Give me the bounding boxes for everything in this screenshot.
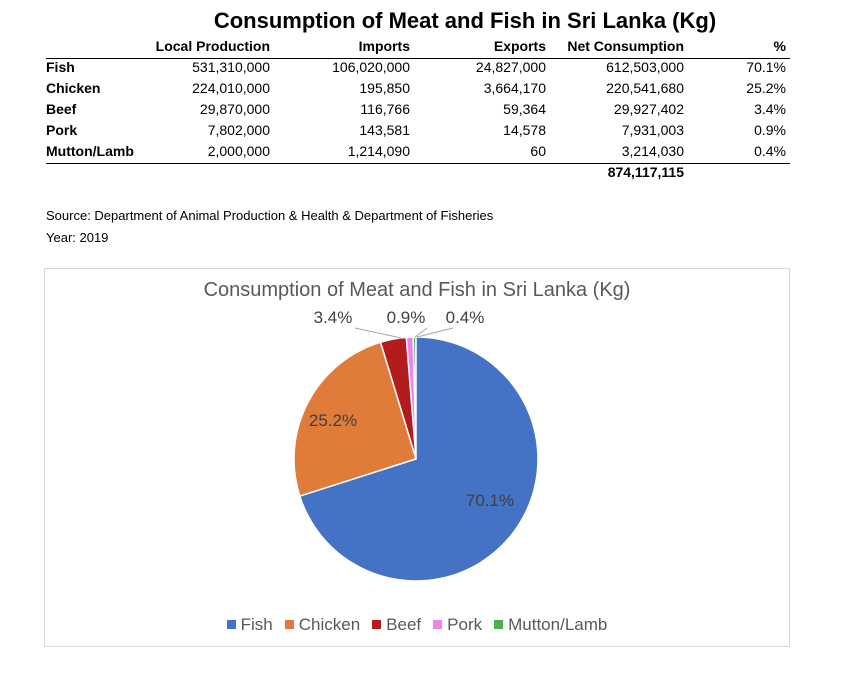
cell-imports: 195,850 [359, 80, 410, 96]
legend-item: Chicken [284, 615, 361, 635]
cell-imports: 106,020,000 [332, 59, 410, 75]
legend-item: Fish [226, 615, 273, 635]
cell-pct: 25.2% [746, 80, 786, 96]
row-name: Beef [46, 101, 77, 117]
legend-swatch [372, 620, 382, 629]
cell-exports: 60 [530, 143, 546, 159]
chart-title: Consumption of Meat and Fish in Sri Lank… [203, 279, 631, 301]
cell-exports: 59,364 [503, 101, 546, 117]
legend-label: Fish [240, 615, 273, 634]
legend-item: Mutton/Lamb [494, 615, 607, 635]
pie-chart: Consumption of Meat and Fish in Sri Lank… [44, 268, 790, 647]
legend-label: Beef [386, 615, 422, 634]
pie-slice-chicken [293, 341, 417, 498]
leader-line-beef [354, 327, 402, 339]
cell-imports: 1,214,090 [347, 143, 410, 159]
cell-exports: 14,578 [503, 122, 546, 138]
data-label-beef: 3.4% [314, 308, 353, 327]
table-header-row: Local Production Imports Exports Net Con… [46, 38, 790, 59]
header-exports: Exports [493, 38, 546, 54]
header-percent: % [773, 38, 786, 54]
cell-local: 224,010,000 [192, 80, 270, 96]
legend-swatch [494, 620, 504, 629]
cell-local: 2,000,000 [207, 143, 270, 159]
data-label-mutton-lamb: 0.4% [446, 308, 485, 327]
table-row: Mutton/Lamb 2,000,000 1,214,090 60 3,214… [46, 143, 790, 164]
row-name: Mutton/Lamb [46, 143, 134, 159]
cell-local: 7,802,000 [207, 122, 270, 138]
cell-exports: 3,664,170 [483, 80, 546, 96]
pie-slice-fish [298, 336, 539, 582]
row-name: Fish [46, 59, 75, 75]
data-label-chicken: 25.2% [309, 411, 357, 430]
total-row: 874,117,115 [46, 164, 790, 185]
header-divider [46, 58, 790, 59]
legend-label: Pork [447, 615, 483, 634]
leader-line-mutton-lamb [416, 327, 454, 338]
legend-swatch [284, 620, 294, 629]
cell-pct: 0.4% [754, 143, 786, 159]
table-row: Beef 29,870,000 116,766 59,364 29,927,40… [46, 101, 790, 122]
table-row: Chicken 224,010,000 195,850 3,664,170 22… [46, 80, 790, 101]
cell-imports: 143,581 [359, 122, 410, 138]
cell-pct: 0.9% [754, 122, 786, 138]
table-row: Fish 531,310,000 106,020,000 24,827,000 … [46, 59, 790, 80]
cell-pct: 70.1% [746, 59, 786, 75]
data-label-fish: 70.1% [466, 491, 514, 510]
table-row: Pork 7,802,000 143,581 14,578 7,931,003 … [46, 122, 790, 143]
cell-local: 531,310,000 [192, 59, 270, 75]
cell-pct: 3.4% [754, 101, 786, 117]
source-note: Source: Department of Animal Production … [46, 208, 494, 223]
row-name: Chicken [46, 80, 101, 96]
legend-label: Chicken [298, 615, 361, 634]
legend-item: Pork [433, 615, 482, 635]
pie-plot-area: 0.4% 0.9% 3.4% 25.2% 70.1% [293, 308, 539, 582]
data-label-pork: 0.9% [387, 308, 426, 327]
cell-imports: 116,766 [360, 101, 410, 117]
cell-local: 29,870,000 [199, 101, 270, 117]
total-divider [46, 163, 790, 164]
header-local-production: Local Production [155, 38, 270, 54]
cell-net: 29,927,402 [613, 101, 684, 117]
cell-net: 220,541,680 [606, 80, 684, 96]
chart-legend: Fish Chicken Beef Pork Mutton/Lamb [45, 615, 789, 635]
cell-net: 7,931,003 [621, 122, 684, 138]
cell-exports: 24,827,000 [475, 59, 546, 75]
cell-net: 612,503,000 [606, 59, 684, 75]
data-table: Local Production Imports Exports Net Con… [46, 38, 790, 185]
legend-item: Beef [372, 615, 421, 635]
legend-label: Mutton/Lamb [508, 615, 608, 634]
leader-line-pork [414, 327, 428, 338]
header-net-consumption: Net Consumption [567, 38, 684, 54]
table-title: Consumption of Meat and Fish in Sri Lank… [213, 8, 717, 33]
header-imports: Imports [358, 38, 410, 54]
year-note: Year: 2019 [46, 230, 109, 245]
total-net-consumption: 874,117,115 [607, 164, 684, 180]
row-name: Pork [46, 122, 78, 138]
cell-net: 3,214,030 [621, 143, 684, 159]
legend-swatch [433, 620, 443, 629]
legend-swatch [226, 620, 236, 629]
